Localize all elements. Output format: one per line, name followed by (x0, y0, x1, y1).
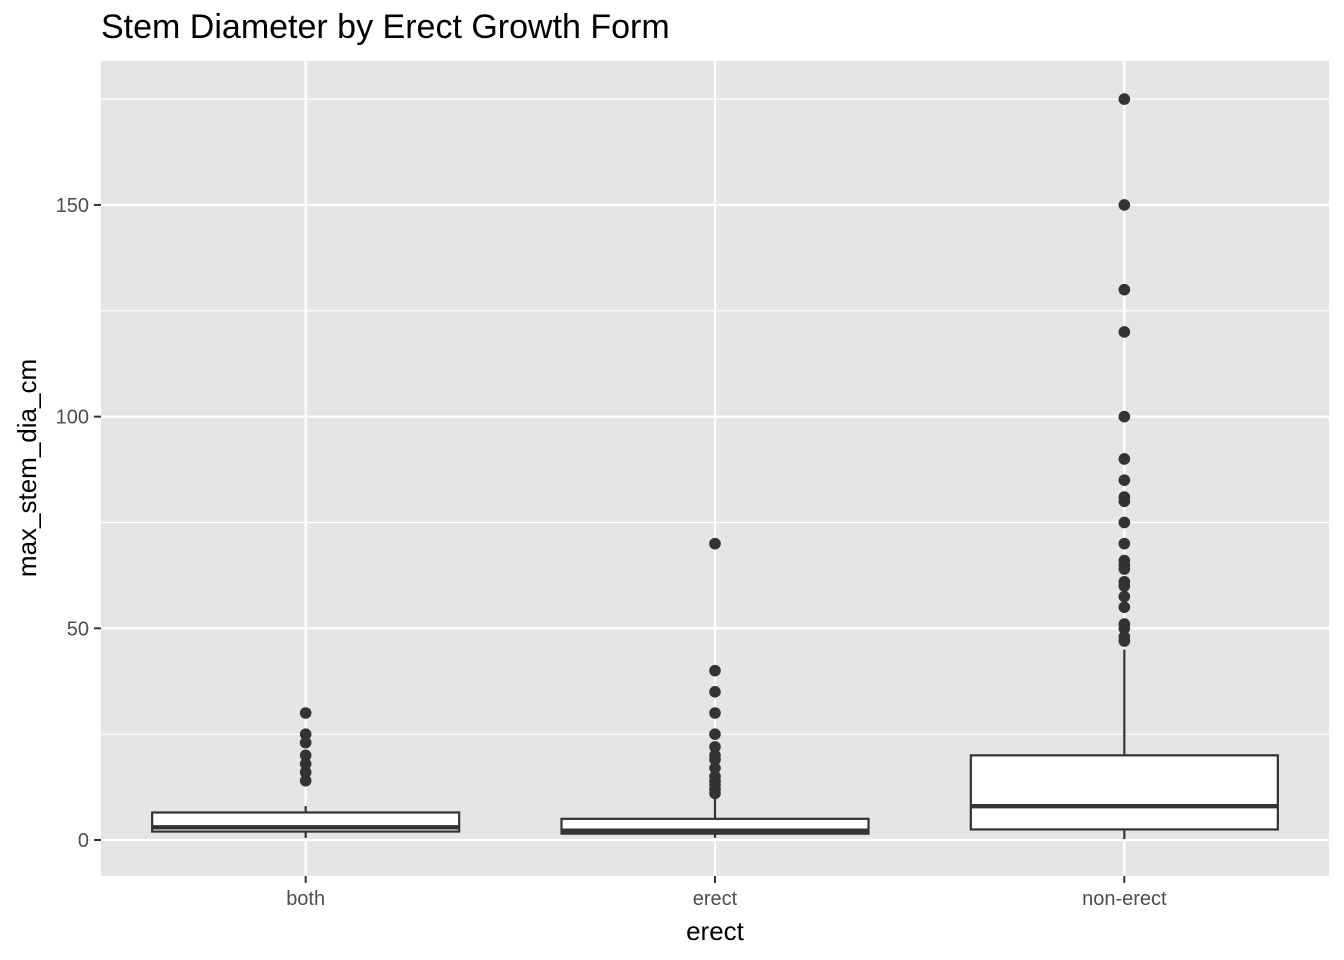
outlier-point (1118, 601, 1131, 613)
outlier-point (1118, 618, 1131, 630)
outlier-point (1118, 554, 1131, 567)
outlier-point (1118, 453, 1131, 465)
box-non-erect (969, 93, 1279, 840)
outlier-point (1118, 410, 1131, 423)
outlier-point (1118, 630, 1131, 643)
y-axis-title: max_stem_dia_cm (12, 359, 42, 577)
outlier-point (1118, 474, 1131, 486)
outlier-point (1118, 575, 1131, 588)
outlier-point (299, 766, 312, 779)
outlier-point (299, 707, 312, 719)
outlier-point (1118, 516, 1131, 529)
outlier-point (1118, 590, 1131, 603)
outlier-point (709, 537, 721, 550)
chart-title: Stem Diameter by Erect Growth Form (101, 8, 670, 46)
x-axis: both erect non-erect (286, 876, 1167, 910)
outlier-point (709, 770, 721, 783)
outlier-point (709, 762, 721, 774)
outlier-point (299, 736, 312, 749)
x-axis-title: erect (686, 916, 745, 946)
outlier-point (709, 707, 721, 719)
outlier-point (709, 686, 721, 698)
x-tick-label: erect (693, 888, 738, 910)
outlier-point (299, 758, 312, 770)
outlier-point (709, 728, 721, 740)
outlier-point (1118, 93, 1131, 105)
outlier-point (1118, 491, 1131, 503)
outlier-point (299, 774, 312, 787)
outlier-point (299, 728, 312, 740)
outlier-point (1118, 283, 1131, 296)
outlier-point (709, 741, 721, 753)
y-axis: 0 50 100 150 (56, 195, 101, 852)
outlier-point (709, 749, 721, 762)
outlier-point (1118, 326, 1131, 338)
outlier-point (1118, 199, 1131, 211)
y-tick-label: 150 (56, 195, 89, 217)
outlier-point (709, 664, 721, 677)
box-both (151, 707, 461, 838)
x-tick-label: both (286, 888, 325, 910)
boxplot-layer (151, 93, 1279, 840)
y-tick-label: 0 (78, 830, 89, 852)
x-tick-label: non-erect (1082, 888, 1167, 910)
outlier-point (1118, 537, 1131, 550)
outlier-point (299, 749, 312, 762)
box-erect (560, 537, 870, 838)
box-iqr (969, 754, 1279, 831)
y-tick-label: 50 (67, 618, 89, 640)
y-tick-label: 100 (56, 407, 89, 429)
